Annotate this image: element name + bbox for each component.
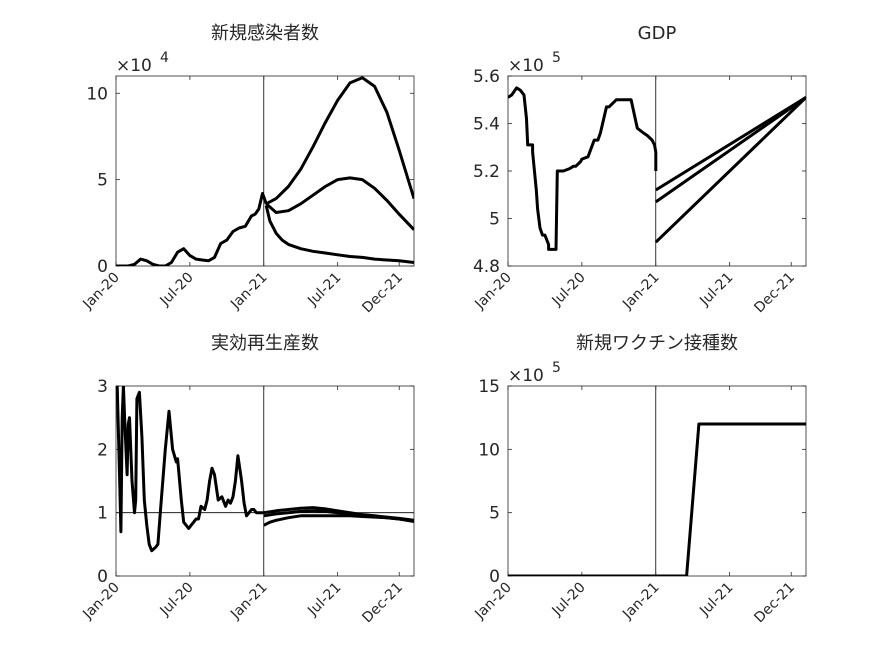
- x-tick-label: Jul-21: [696, 580, 736, 620]
- y-tick-label: 2: [97, 440, 108, 460]
- x-tick-label: Jul-21: [304, 270, 344, 310]
- y-tick-label: 4.8: [473, 257, 500, 277]
- x-tick-label: Jul-20: [549, 270, 589, 310]
- x-tick-label: Dec-21: [359, 270, 406, 317]
- x-tick-label: Jan-21: [619, 580, 662, 623]
- x-tick-label: Dec-21: [751, 580, 798, 627]
- x-tick-label: Jul-21: [696, 270, 736, 310]
- axis-multiplier-exponent: 5: [552, 50, 561, 66]
- x-tick-label: Jul-20: [157, 580, 197, 620]
- axes-box: [507, 385, 807, 577]
- scenario-line-3: [654, 96, 806, 244]
- chart-title: 新規感染者数: [211, 23, 319, 44]
- x-tick-label: Jul-20: [157, 270, 197, 310]
- scenario-line-2: [265, 176, 414, 231]
- y-tick-label: 5: [489, 210, 500, 230]
- scenario-line-3: [264, 205, 414, 264]
- y-tick-label: 5.2: [473, 162, 500, 182]
- axis-multiplier-exponent: 5: [552, 360, 561, 376]
- y-tick-label: 0: [489, 567, 500, 587]
- history-line: [116, 386, 264, 553]
- x-tick-label: Jul-21: [304, 580, 344, 620]
- chart-title: 新規ワクチン接種数: [576, 333, 738, 354]
- series-group: [508, 86, 806, 251]
- y-tick-label: 10: [86, 84, 108, 104]
- x-tick-label: Dec-21: [751, 270, 798, 317]
- y-tick-label: 0: [97, 567, 108, 587]
- chart-title: GDP: [638, 23, 677, 44]
- scenario-line-1: [655, 422, 806, 576]
- y-tick-label: 3: [97, 377, 108, 397]
- scenario-line-1: [655, 96, 806, 192]
- scenario-line-2: [654, 96, 806, 204]
- history-line: [116, 192, 268, 266]
- axis-multiplier: ×10: [508, 56, 544, 76]
- y-tick-label: 15: [478, 377, 500, 397]
- y-tick-label: 5: [97, 171, 108, 191]
- scenario-line-3: [263, 514, 414, 527]
- axes-box: [115, 385, 415, 577]
- series-group: [116, 76, 414, 266]
- chart-title: 実効再生産数: [211, 333, 319, 354]
- axis-multiplier-exponent: 4: [160, 50, 169, 66]
- axis-multiplier: ×10: [116, 56, 152, 76]
- series-group: [508, 422, 806, 576]
- y-tick-label: 1: [97, 504, 108, 524]
- x-tick-label: Dec-21: [359, 580, 406, 627]
- series-group: [116, 386, 414, 553]
- x-tick-label: Jan-21: [227, 580, 270, 623]
- y-tick-label: 0: [97, 257, 108, 277]
- x-tick-label: Jan-21: [619, 270, 662, 313]
- axes-box: [115, 75, 415, 267]
- axis-multiplier: ×10: [508, 366, 544, 386]
- x-tick-label: Jan-21: [227, 270, 270, 313]
- y-tick-label: 10: [478, 440, 500, 460]
- y-tick-label: 5.4: [473, 115, 500, 135]
- x-tick-label: Jul-20: [549, 580, 589, 620]
- scenario-line-1: [265, 76, 414, 206]
- history-line: [508, 86, 658, 251]
- y-tick-label: 5.6: [473, 67, 500, 87]
- y-tick-label: 5: [489, 504, 500, 524]
